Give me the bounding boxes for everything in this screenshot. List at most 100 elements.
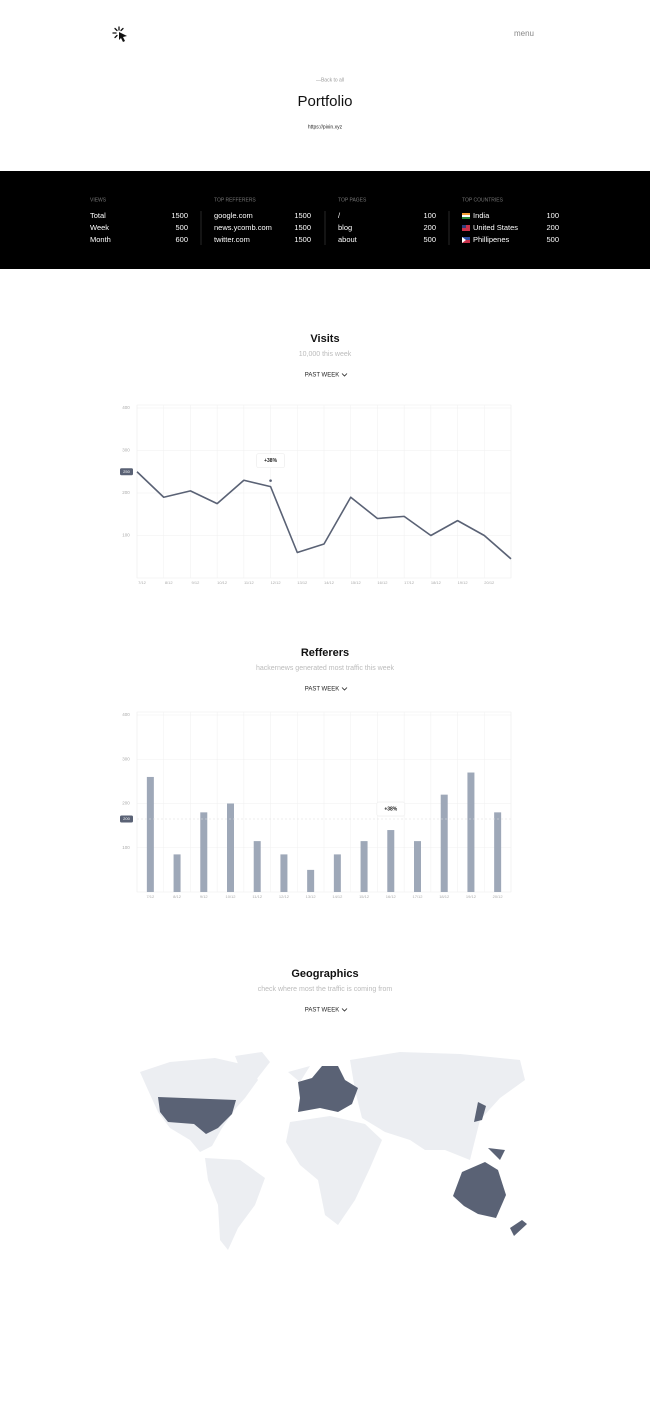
y-tick-label: 300 [122,756,130,761]
url[interactable]: https://pixin.xyz [308,124,343,130]
x-tick-label: 9/12 [192,580,201,585]
x-tick-label: 11/12 [244,580,254,585]
section-title: Refferers [301,647,349,659]
stat-value: 500 [175,223,188,232]
x-tick-label: 12/12 [279,894,290,899]
stat-label: news.ycomb.com [214,223,272,232]
stat-label: Week [90,223,109,232]
x-tick-label: 13/12 [297,580,308,585]
x-tick-label: 10/12 [225,894,236,899]
section-title: Visits [310,333,339,345]
menu[interactable]: menu [514,29,534,38]
stat-value: 200 [423,223,436,232]
stat-heading: TOP PAGES [338,197,367,203]
section-subtitle: check where most the traffic is coming f… [258,986,393,993]
x-tick-label: 12/12 [271,580,282,585]
stat-label: Total [90,211,106,220]
x-tick-label: 15/12 [351,580,362,585]
stat-label: twitter.com [214,235,250,244]
x-tick-label: 8/12 [165,580,174,585]
bar [414,841,421,892]
bar [307,869,315,892]
x-tick-label: 16/12 [377,580,388,585]
y-tick-label: 300 [122,448,130,453]
stat-label: India [473,211,490,220]
x-tick-label: 13/12 [306,894,317,899]
x-tick-label: 17/12 [404,580,415,585]
dropdown[interactable]: PAST WEEK [305,1008,339,1014]
stat-heading: TOP REFFERERS [214,197,256,203]
x-tick-label: 14/12 [332,894,343,899]
dropdown[interactable]: PAST WEEK [305,687,339,693]
visits-line [136,471,512,560]
bar [253,841,261,892]
x-tick-label: 16/12 [386,894,397,899]
bar [173,854,181,892]
bar [227,803,234,892]
stat-label: google.com [214,211,253,220]
section-subtitle: 10,000 this week [299,351,352,358]
bar [146,776,154,892]
y-tick-label: 200 [122,490,130,495]
highlight-label: 200 [123,816,130,821]
tooltip [376,801,406,817]
tooltip-text: +38% [264,458,277,464]
bar [467,772,475,892]
stat-value: 100 [546,211,559,220]
stat-label: Phillipenes [473,235,510,244]
x-tick-label: 19/12 [466,894,477,899]
y-tick-label: 100 [122,845,130,850]
stat-heading: TOP COUNTRIES [462,197,504,203]
stat-heading: VIEWS [90,197,107,203]
tooltip-text: +38% [384,806,397,812]
stat-label: United States [473,223,518,232]
stat-value: 1500 [294,223,311,232]
stat-value: 1500 [294,235,311,244]
x-tick-label: 20/12 [484,580,495,585]
y-tick-label: 100 [122,533,130,538]
bar [200,812,208,892]
x-tick-label: 19/12 [458,580,469,585]
bar [387,830,395,892]
point-marker [269,479,272,482]
dropdown[interactable]: PAST WEEK [305,373,339,379]
stat-value: 1500 [171,211,188,220]
tooltip [256,453,285,469]
highlight-badge [120,815,133,823]
stat-value: 500 [546,235,559,244]
stat-value: 200 [546,223,559,232]
page-title: Portfolio [297,93,352,110]
x-tick-label: 7/12 [138,580,147,585]
bar [360,841,368,892]
stat-value: 500 [423,235,436,244]
logo[interactable] [112,26,127,42]
x-tick-label: 9/12 [200,894,209,899]
x-tick-label: 10/12 [217,580,228,585]
stat-value: 100 [423,211,436,220]
back-link[interactable]: —Back to all [316,77,344,83]
flags [462,213,470,243]
x-tick-label: 8/12 [173,894,182,899]
stat-label: / [338,211,341,220]
stat-value: 600 [175,235,188,244]
bar [333,854,341,892]
highlight-label: 250 [123,469,130,474]
dropdown-chevron [341,1008,348,1012]
y-tick-label: 200 [122,801,130,806]
stat-label: Month [90,235,111,244]
y-tick-label: 400 [122,405,130,410]
x-tick-label: 18/12 [431,580,442,585]
highlight-badge [120,468,133,476]
stat-value: 1500 [294,211,311,220]
bar [280,854,288,892]
bar [440,794,448,892]
x-tick-label: 15/12 [359,894,370,899]
bar [494,812,502,892]
x-tick-label: 14/12 [324,580,335,585]
dropdown-chevron [341,687,348,691]
x-tick-label: 18/12 [439,894,450,899]
y-tick-label: 400 [122,712,130,717]
x-tick-label: 17/12 [412,894,423,899]
x-tick-label: 11/12 [252,894,262,899]
